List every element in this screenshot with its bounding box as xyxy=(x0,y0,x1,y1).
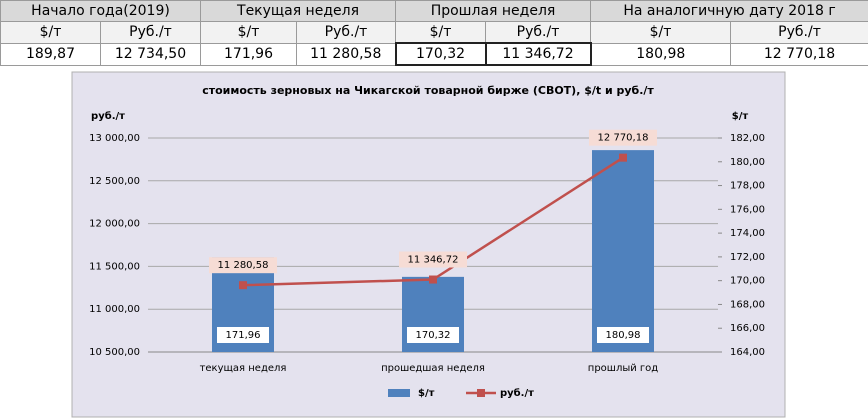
header-cell: Текущая неделя xyxy=(199,0,397,22)
y-tick-label: 13 000,00 xyxy=(89,133,140,144)
value-label-box xyxy=(217,327,269,343)
value-label-box xyxy=(407,327,459,343)
unit-cell: $/т xyxy=(200,21,297,44)
line-value-label: 12 770,18 xyxy=(598,133,649,144)
price-table: Начало года(2019) Текущая неделя Прошлая… xyxy=(0,0,868,66)
y-tick-label: 10 500,00 xyxy=(89,347,140,358)
unit-cell: $/т xyxy=(590,21,732,44)
chart-background xyxy=(71,71,786,418)
line-value-label: 11 280,58 xyxy=(218,260,269,271)
unit-cell: Руб./т xyxy=(485,21,592,44)
line-marker xyxy=(239,281,247,290)
chart-title: стоимость зерновых на Чикагской товарной… xyxy=(202,84,654,97)
value-row: 189,87 12 734,50 171,96 11 280,58 170,32… xyxy=(0,42,868,66)
y-tick-label: 11 500,00 xyxy=(89,261,140,272)
y-tick-label: 12 000,00 xyxy=(89,219,140,230)
value-label-box xyxy=(597,327,649,343)
line-value-label: 11 346,72 xyxy=(408,255,459,266)
value-cell: 189,87 xyxy=(0,42,101,66)
value-cell: 11 280,58 xyxy=(295,42,397,66)
y2-axis-label: $/т xyxy=(732,111,749,122)
y-tick-label: 11 000,00 xyxy=(89,304,140,315)
value-cell: 12 770,18 xyxy=(730,42,868,66)
y2-tick-label: 180,00 xyxy=(730,157,765,168)
y2-tick-label: 178,00 xyxy=(730,181,765,192)
legend-label: $/т xyxy=(418,388,435,399)
y2-tick-label: 164,00 xyxy=(730,347,765,358)
bar-value-label: 171,96 xyxy=(226,330,261,341)
value-cell: 171,96 xyxy=(200,42,297,66)
value-label-box xyxy=(589,129,657,146)
value-cell: 180,98 xyxy=(590,42,732,66)
unit-cell: $/т xyxy=(0,21,101,44)
x-tick-label: прошлый год xyxy=(588,363,658,374)
y2-tick-label: 172,00 xyxy=(730,252,765,263)
value-cell: 170,32 xyxy=(394,42,487,66)
value-label-box xyxy=(209,257,277,274)
y-axis-label: руб./т xyxy=(91,110,125,122)
line-marker xyxy=(429,275,437,284)
header-cell: На аналогичную дату 2018 г xyxy=(590,0,868,22)
y2-tick-label: 174,00 xyxy=(730,228,765,239)
header-cell: Начало года(2019) xyxy=(0,0,201,22)
x-tick-label: текущая неделя xyxy=(200,363,287,374)
value-cell: 12 734,50 xyxy=(100,42,201,66)
legend-label: руб./т xyxy=(500,387,534,399)
legend-swatch xyxy=(388,389,410,397)
y2-tick-label: 170,00 xyxy=(730,276,765,287)
subheader-row: $/т Руб./т $/т Руб./т $/т Руб./т $/т Руб… xyxy=(0,21,868,44)
unit-cell: Руб./т xyxy=(100,21,201,44)
y2-tick-label: 166,00 xyxy=(730,323,765,334)
y2-tick-label: 176,00 xyxy=(730,204,765,215)
value-label-box xyxy=(399,251,467,268)
bar xyxy=(592,150,654,352)
value-cell: 11 346,72 xyxy=(484,42,592,66)
header-cell: Прошлая неделя xyxy=(395,0,592,22)
bar-value-label: 180,98 xyxy=(606,330,641,341)
bar-value-label: 170,32 xyxy=(416,330,451,341)
y2-tick-label: 168,00 xyxy=(730,299,765,310)
y-tick-label: 12 500,00 xyxy=(89,176,140,187)
legend-swatch xyxy=(477,389,485,397)
y2-tick-label: 182,00 xyxy=(730,133,765,144)
unit-cell: $/т xyxy=(395,21,487,44)
header-row: Начало года(2019) Текущая неделя Прошлая… xyxy=(0,0,868,22)
x-tick-label: прошедшая неделя xyxy=(381,363,485,374)
line-marker xyxy=(619,153,627,162)
